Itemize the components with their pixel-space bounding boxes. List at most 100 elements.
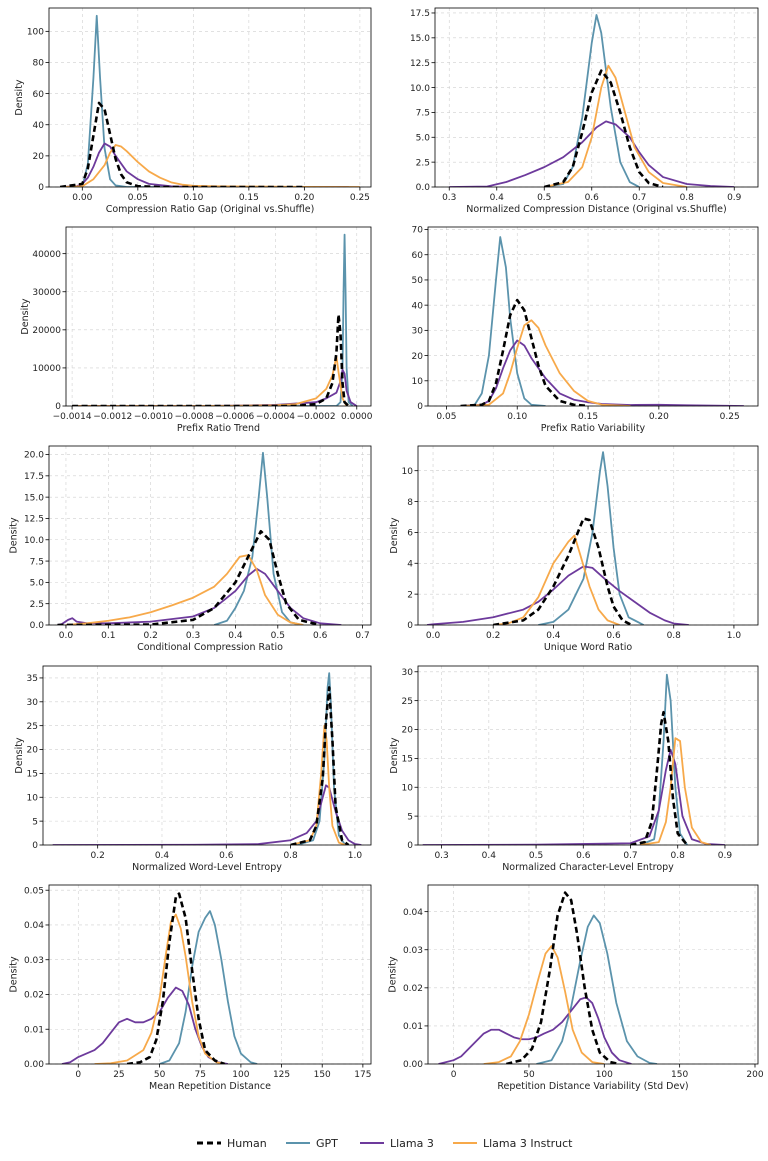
- series-line-llama-3: [61, 986, 229, 1064]
- y-tick-label: 80: [33, 59, 45, 69]
- y-tick-label: 5: [32, 817, 38, 827]
- x-tick-label: 0.10: [183, 193, 203, 203]
- y-tick-label: 0.0: [30, 621, 45, 631]
- x-tick-label: 0.7: [355, 631, 369, 641]
- x-tick-label: 0.20: [294, 193, 314, 203]
- legend: Human GPT Llama 3 Llama 3 Instruct: [197, 1137, 573, 1150]
- y-tick-label: 100: [27, 28, 44, 38]
- chart-panel-3: −0.0014 −0.0012 −0.0010 −0.0008 −0.0006 −0.00…: [20, 226, 373, 434]
- x-axis-label: Normalized Compression Distance (Origina…: [466, 204, 726, 215]
- x-tick-label: 0.9: [718, 851, 733, 861]
- x-tick-label: 200: [746, 1070, 763, 1080]
- x-tick-label: 0.4: [482, 851, 497, 861]
- y-tick-label: 8: [407, 498, 413, 508]
- y-tick-label: 15: [402, 755, 413, 765]
- x-tick-label: −0.0014: [53, 412, 92, 422]
- x-tick-label: 0.6: [585, 193, 600, 203]
- x-tick-label: 0.5: [271, 631, 285, 641]
- plot-frame: [417, 665, 759, 846]
- y-tick-label: 0: [55, 402, 61, 412]
- series-line-llama-3: [52, 784, 362, 845]
- y-tick-label: 60: [33, 90, 45, 100]
- x-tick-label: 50: [154, 1070, 166, 1080]
- y-axis-label: Density: [389, 517, 400, 553]
- y-tick-label: 0: [407, 841, 413, 851]
- x-tick-label: 0.0: [59, 631, 74, 641]
- x-tick-label: 0.6: [606, 631, 621, 641]
- x-tick-label: −0.0006: [215, 412, 254, 422]
- y-axis-label: Density: [389, 737, 400, 773]
- series-line-llama-3-instruct: [544, 64, 687, 187]
- x-tick-label: 0.0: [426, 631, 441, 641]
- y-tick-label: 0.04: [403, 908, 423, 918]
- series-line-llama-3: [460, 339, 744, 406]
- y-tick-label: 0.0: [416, 183, 431, 193]
- x-axis-label: Prefix Ratio Trend: [177, 423, 260, 434]
- series-line-human: [630, 710, 689, 845]
- y-tick-label: 40000: [32, 250, 61, 260]
- plot-frame: [427, 884, 759, 1065]
- series-line-human: [506, 891, 620, 1064]
- plot-frame: [42, 665, 372, 846]
- y-tick-label: 40: [412, 301, 424, 311]
- x-tick-label: 0.1: [101, 631, 115, 641]
- series-line-gpt: [60, 14, 305, 187]
- x-axis-label: Normalized Word-Level Entropy: [132, 862, 282, 873]
- y-tick-label: 30: [402, 668, 414, 678]
- series-line-llama-3-instruct: [639, 737, 712, 845]
- x-tick-label: 0.7: [632, 193, 646, 203]
- y-tick-label: 0.04: [24, 921, 44, 931]
- series-line-llama-3: [72, 368, 358, 406]
- y-tick-label: 0.00: [403, 1060, 423, 1070]
- x-axis-label: Normalized Character-Level Entropy: [502, 862, 674, 873]
- y-axis-label: Density: [14, 737, 25, 773]
- y-tick-label: 7.5: [30, 557, 44, 567]
- y-tick-label: 2.5: [30, 600, 44, 610]
- x-tick-label: 150: [671, 1070, 688, 1080]
- series-line-gpt: [639, 673, 688, 845]
- x-tick-label: −0.0004: [256, 412, 295, 422]
- x-tick-label: 0.6: [576, 851, 591, 861]
- series-line-human: [72, 313, 350, 406]
- y-tick-label: 20: [412, 352, 424, 362]
- x-tick-label: 0.15: [239, 193, 259, 203]
- y-tick-label: 0.05: [24, 886, 44, 896]
- y-tick-label: 12.5: [24, 515, 44, 525]
- plot-frame: [417, 445, 759, 626]
- x-tick-label: 0.2: [144, 631, 158, 641]
- x-tick-label: 0: [75, 1070, 81, 1080]
- x-tick-label: 50: [523, 1070, 535, 1080]
- y-axis-label: Density: [9, 956, 20, 992]
- plot-frame: [48, 884, 372, 1065]
- series-line-llama-3-instruct: [460, 319, 631, 406]
- y-tick-label: 0.02: [403, 984, 423, 994]
- legend-label-gpt: GPT: [316, 1137, 338, 1150]
- x-tick-label: 0.10: [507, 412, 527, 422]
- x-tick-label: 0.3: [434, 851, 448, 861]
- y-tick-label: 10000: [32, 364, 61, 374]
- y-tick-label: 2.5: [416, 158, 430, 168]
- x-axis-label: Unique Word Ratio: [544, 642, 633, 653]
- x-tick-label: 0.3: [442, 193, 456, 203]
- y-tick-label: 12.5: [410, 59, 430, 69]
- series-line-llama-3: [422, 748, 725, 845]
- y-tick-label: 2: [407, 590, 413, 600]
- x-tick-label: 0.6: [313, 631, 328, 641]
- x-tick-label: 0.4: [546, 631, 561, 641]
- y-tick-label: 0: [38, 183, 44, 193]
- x-tick-label: 0.8: [671, 851, 686, 861]
- y-tick-label: 5: [407, 812, 413, 822]
- x-tick-label: 0: [451, 1070, 457, 1080]
- series-line-llama-3-instruct: [72, 355, 348, 406]
- chart-panel-5: 0.0 0.1 0.2 0.3 0.4 0.5 0.6 0.7 0.0 2.5 5.0 7.5 10.0…: [9, 445, 372, 653]
- y-tick-label: 25: [27, 722, 38, 732]
- x-tick-label: 1.0: [348, 851, 363, 861]
- x-tick-label: −0.0002: [297, 412, 336, 422]
- series-line-gpt: [72, 233, 354, 406]
- series-line-human: [57, 529, 321, 625]
- chart-panel-6: 0.0 0.2 0.4 0.6 0.8 1.0 0 2 4 6 8 10 Unique Word Rat…: [389, 445, 759, 653]
- y-tick-label: 30: [27, 698, 39, 708]
- x-tick-label: 0.8: [283, 851, 298, 861]
- y-tick-label: 10: [27, 793, 39, 803]
- x-tick-label: 0.5: [537, 193, 551, 203]
